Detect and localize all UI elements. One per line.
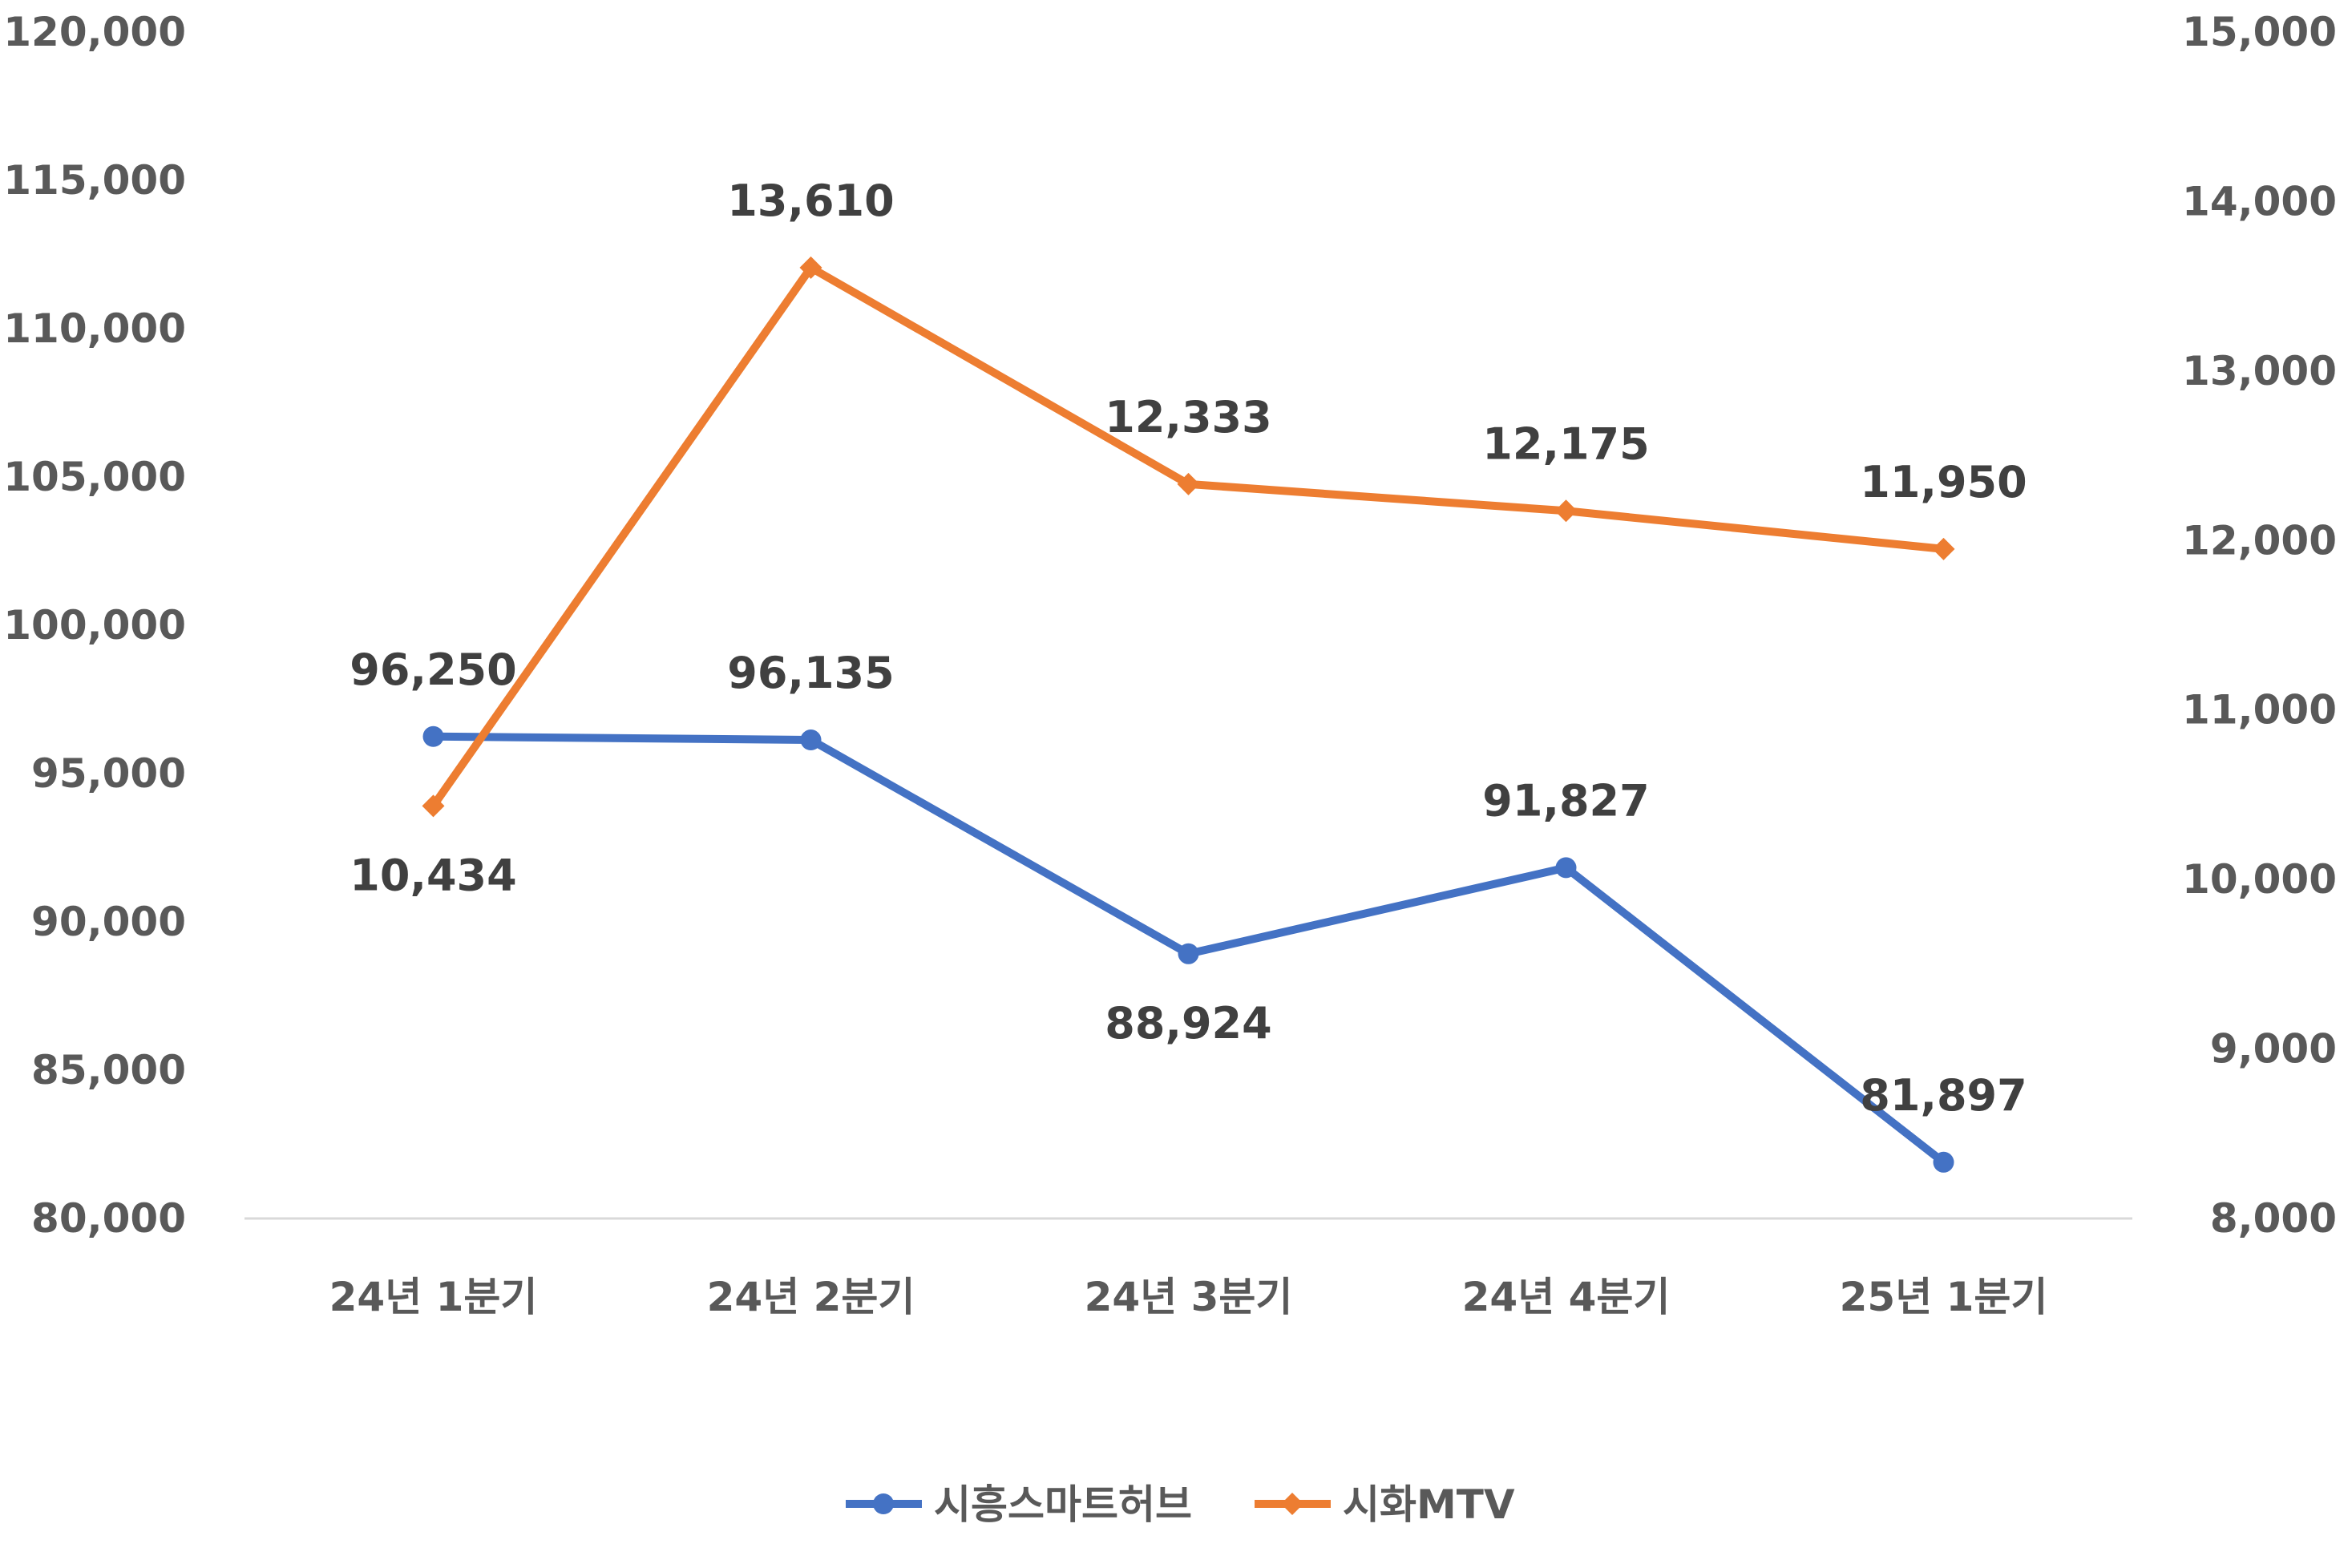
series-line-2 bbox=[429, 263, 1948, 810]
left-tick-label: 115,000 bbox=[3, 157, 186, 204]
series-2-data-label: 11,950 bbox=[1860, 457, 2027, 507]
legend-label: 시흥스마트허브 bbox=[934, 1481, 1192, 1528]
left-tick-label: 85,000 bbox=[31, 1047, 186, 1093]
left-tick-label: 90,000 bbox=[31, 899, 186, 945]
series-2-point bbox=[1177, 472, 1200, 495]
left-tick-label: 95,000 bbox=[31, 750, 186, 797]
right-tick-label: 9,000 bbox=[2210, 1026, 2337, 1073]
series-1-point bbox=[422, 725, 444, 747]
left-tick-label: 120,000 bbox=[3, 9, 186, 55]
legend-marker bbox=[1281, 1493, 1303, 1515]
series-1-data-label: 96,135 bbox=[727, 648, 894, 698]
left-tick-label: 110,000 bbox=[3, 305, 186, 352]
left-tick-label: 100,000 bbox=[3, 602, 186, 649]
series-1-data-label: 88,924 bbox=[1105, 998, 1271, 1049]
left-axis-ticks: 80,000 85,000 90,000 95,000 100,000 105,000 11… bbox=[3, 9, 186, 1242]
right-tick-label: 15,000 bbox=[2182, 9, 2337, 55]
series-2-point bbox=[422, 794, 445, 818]
data-labels: 96,250 96,135 88,924 91,827 81,897 10,434 13,6… bbox=[350, 176, 2027, 1121]
legend-label: 시화MTV bbox=[1343, 1481, 1515, 1528]
right-tick-label: 14,000 bbox=[2182, 178, 2337, 224]
series-1-point bbox=[800, 729, 822, 751]
series-layer bbox=[422, 256, 1955, 1173]
series-2-point bbox=[1554, 499, 1578, 523]
left-tick-label: 105,000 bbox=[3, 454, 186, 500]
series-1-point bbox=[1555, 857, 1577, 879]
right-tick-label: 13,000 bbox=[2182, 348, 2337, 394]
series-2-point bbox=[1932, 537, 1955, 560]
series-1-point bbox=[1178, 943, 1199, 964]
series-2-data-label: 12,175 bbox=[1482, 418, 1649, 469]
right-axis-ticks: 8,000 9,000 10,000 11,000 12,000 13,000 14,000… bbox=[2182, 9, 2337, 1242]
legend: 시흥스마트허브 시화MTV bbox=[846, 1481, 1515, 1528]
right-tick-label: 10,000 bbox=[2182, 856, 2337, 903]
right-tick-label: 11,000 bbox=[2182, 687, 2337, 733]
right-tick-label: 12,000 bbox=[2182, 517, 2337, 564]
x-tick-label: 24년 2분기 bbox=[707, 1274, 915, 1320]
x-tick-label: 25년 1분기 bbox=[1840, 1274, 2048, 1320]
x-tick-label: 24년 1분기 bbox=[329, 1274, 538, 1320]
series-2-point bbox=[799, 256, 822, 279]
series-1-data-label: 91,827 bbox=[1482, 775, 1649, 826]
series-2-data-label: 12,333 bbox=[1105, 392, 1271, 443]
left-tick-label: 80,000 bbox=[31, 1195, 186, 1242]
series-1-data-label: 81,897 bbox=[1860, 1070, 2027, 1121]
series-2-data-label: 10,434 bbox=[350, 850, 516, 900]
x-axis-ticks: 24년 1분기 24년 2분기 24년 3분기 24년 4분기 25년 1분기 bbox=[329, 1274, 2048, 1320]
series-1-point bbox=[1933, 1151, 1954, 1173]
series-2-data-label: 13,610 bbox=[727, 176, 894, 226]
x-tick-label: 24년 4분기 bbox=[1462, 1274, 1671, 1320]
legend-marker bbox=[873, 1493, 894, 1514]
right-tick-label: 8,000 bbox=[2210, 1195, 2337, 1242]
series-1-data-label: 96,250 bbox=[350, 645, 516, 695]
x-tick-label: 24년 3분기 bbox=[1085, 1274, 1293, 1320]
